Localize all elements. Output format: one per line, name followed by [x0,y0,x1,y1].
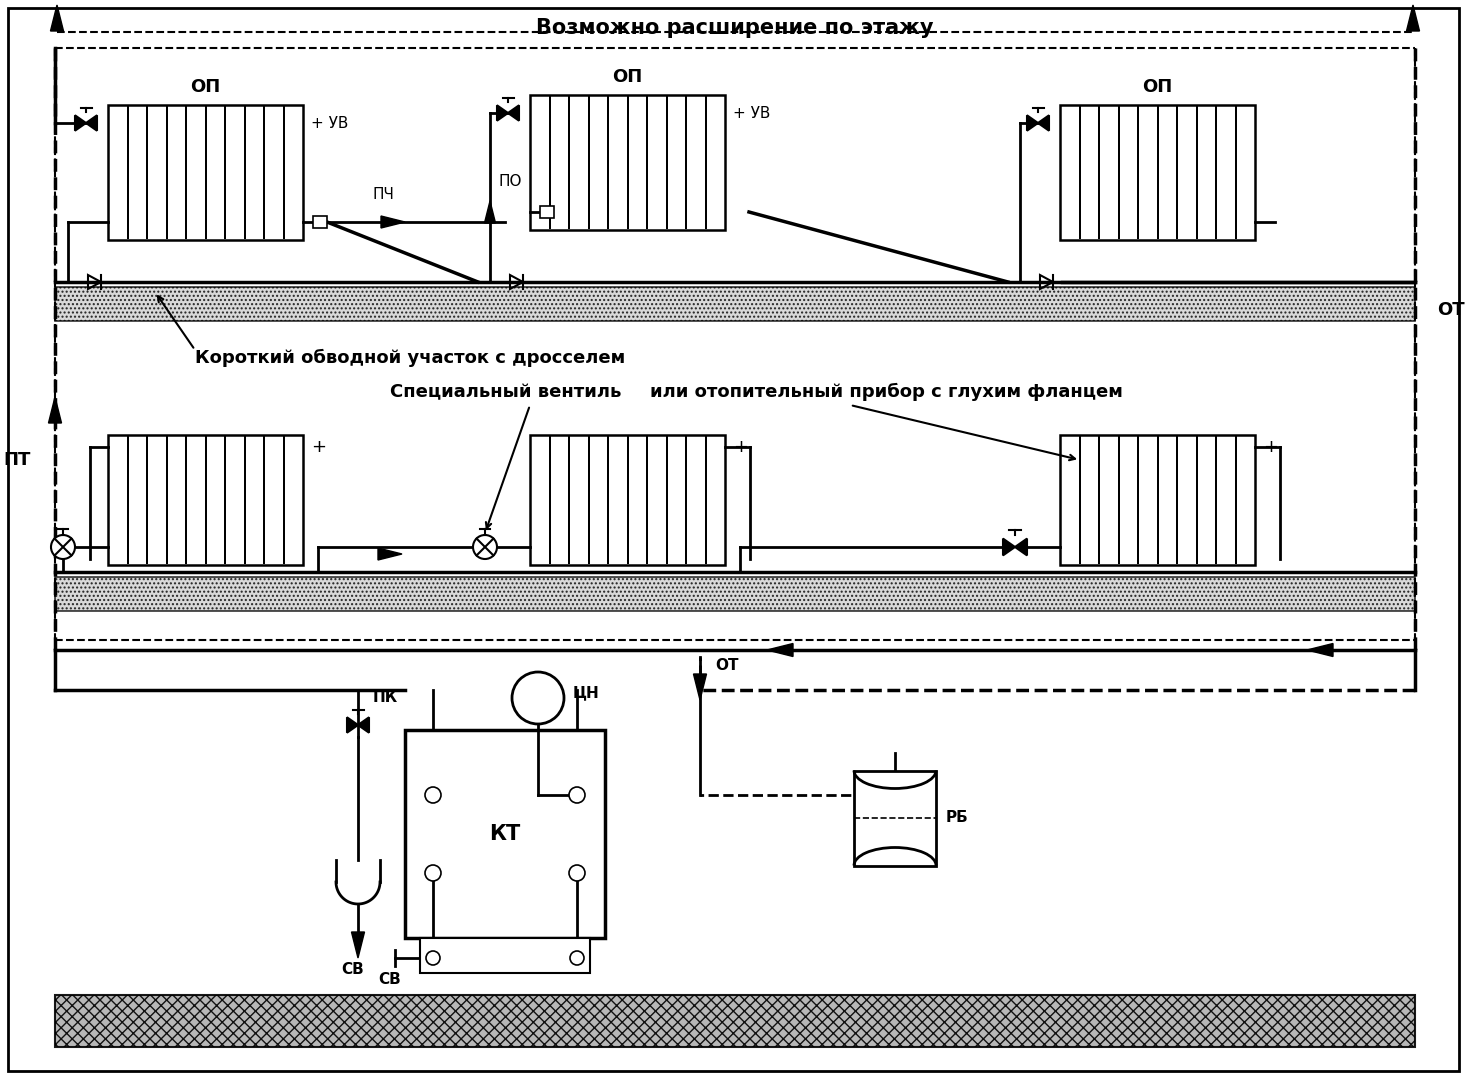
Polygon shape [378,548,402,560]
Text: РБ: РБ [946,810,968,825]
Circle shape [512,672,563,724]
Text: ОП: ОП [612,68,643,86]
Bar [530,435,725,565]
Polygon shape [508,106,519,121]
Circle shape [569,787,585,803]
Polygon shape [48,397,62,423]
Text: Короткий обводной участок с дросселем: Короткий обводной участок с дросселем [195,349,625,367]
Circle shape [571,951,584,965]
Text: +: + [311,438,326,456]
Circle shape [51,535,75,559]
Text: +: + [1263,438,1278,456]
Circle shape [472,535,497,559]
Text: ПК: ПК [373,689,398,705]
Polygon shape [358,718,370,733]
Text: или отопительный прибор с глухим фланцем: или отопительный прибор с глухим фланцем [650,383,1122,401]
Bar [1061,105,1254,240]
Polygon shape [1003,538,1015,556]
Text: + УВ: + УВ [734,106,770,121]
Bar [109,105,304,240]
Bar [54,995,1416,1047]
Text: СВ: СВ [378,972,402,987]
Circle shape [425,865,442,880]
Text: Возможно расширение по этажу: Возможно расширение по этажу [537,18,934,38]
Polygon shape [767,643,794,656]
Bar [1061,435,1254,565]
Polygon shape [352,932,364,958]
Text: ПЧ: ПЧ [373,187,395,202]
Bar [420,938,590,973]
Polygon shape [75,115,87,131]
Text: ОТ: ОТ [1438,301,1464,319]
Polygon shape [1015,538,1027,556]
Text: + УВ: + УВ [311,115,348,131]
Polygon shape [87,115,97,131]
Circle shape [569,865,585,880]
Text: ОП: ОП [1143,78,1172,96]
Text: ПТ: ПТ [3,451,31,469]
Bar [54,287,1416,320]
Polygon shape [1027,115,1039,131]
Text: +: + [734,438,748,456]
Text: ОП: ОП [191,78,220,96]
Polygon shape [348,718,358,733]
Polygon shape [50,5,63,31]
Polygon shape [1407,5,1420,31]
Bar [312,216,327,228]
Polygon shape [484,201,496,223]
Text: КТ: КТ [490,824,521,844]
Text: ЦН: ЦН [574,685,600,700]
Text: ПО: ПО [497,175,521,190]
Polygon shape [381,216,405,228]
Polygon shape [497,106,508,121]
Text: Специальный вентиль: Специальный вентиль [390,383,622,401]
Text: СВ: СВ [342,962,364,978]
Circle shape [425,951,440,965]
Bar [54,577,1416,611]
Polygon shape [1039,115,1049,131]
Circle shape [425,787,442,803]
Bar [540,206,555,218]
Bar [854,770,936,865]
Polygon shape [1307,643,1334,656]
Bar [405,730,604,938]
Bar [530,95,725,230]
Bar [109,435,304,565]
Polygon shape [694,674,707,700]
Text: ОТ: ОТ [714,657,738,672]
